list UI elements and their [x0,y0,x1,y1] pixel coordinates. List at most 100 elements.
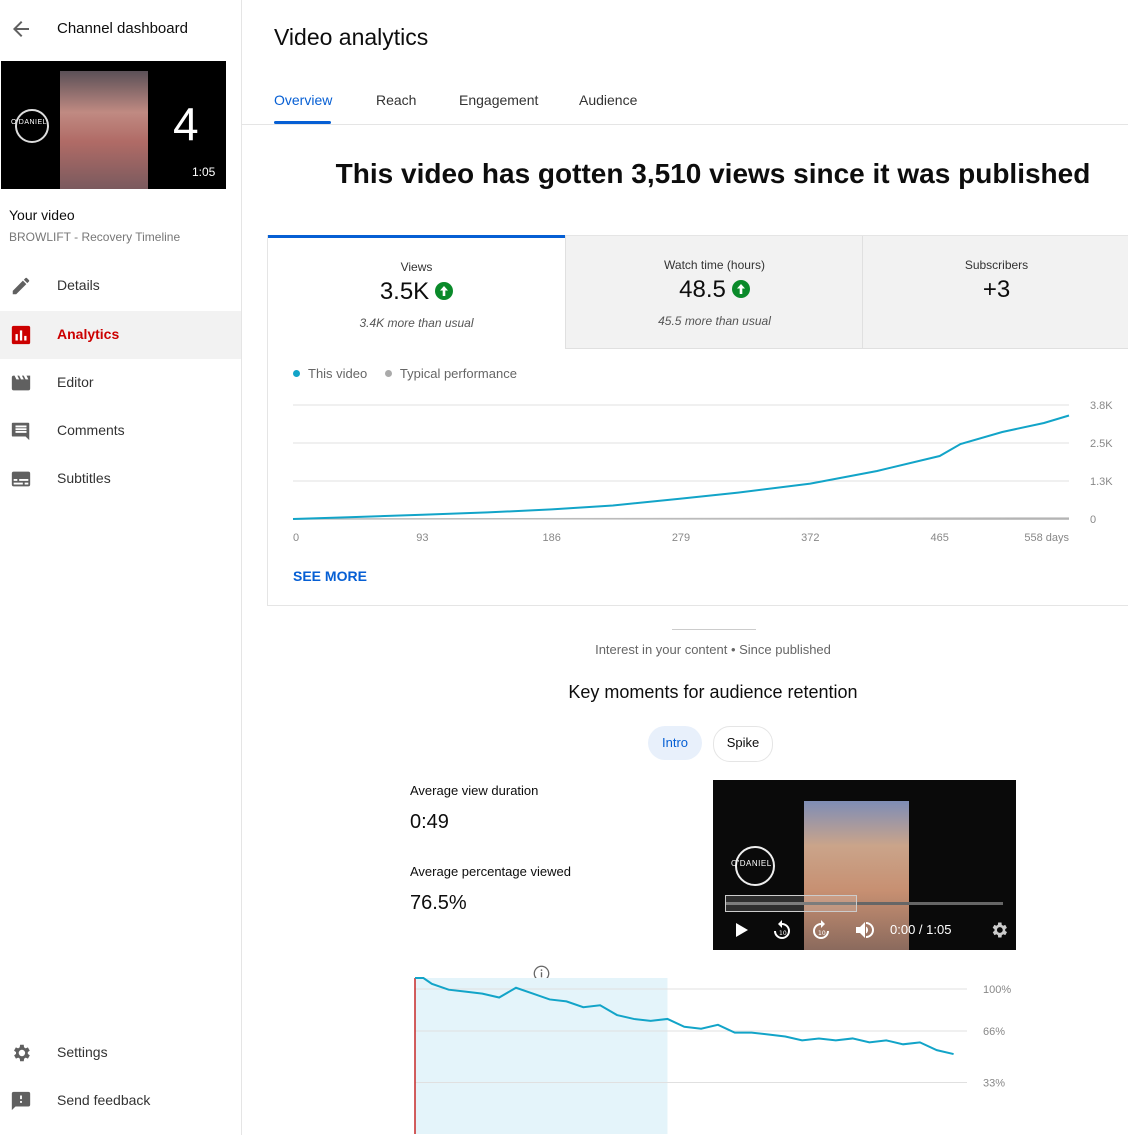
sidebar-item-comments[interactable]: Comments [0,407,241,455]
film-icon [11,375,31,391]
trend-up-icon [435,281,454,300]
metric-label: Subscribers [964,258,1029,272]
metric-subscribers[interactable]: Subscribers +3 [862,236,1128,349]
metric-value-text: 48.5 [679,276,726,303]
sidebar-item-label: Analytics [57,326,120,342]
views-chart: 3.8K 2.5K 1.3K 0 0 93 186 279 372 465 558 days [292,400,1113,544]
sidebar-item-analytics[interactable]: Analytics [0,311,241,359]
avg-view-duration-value: 0:49 [410,811,449,833]
series-line-typical [292,517,1070,520]
your-video-label: Your video [9,207,75,223]
metric-label: Views [400,260,433,274]
brand-logo-icon [15,109,49,143]
avg-percentage-label: Average percentage viewed [410,864,571,879]
chart-legend: This video Typical performance [293,366,531,381]
x-tick-label: 372 [801,532,819,544]
y-tick-label: 1.3K [1090,476,1113,488]
player-time: 0:00 / 1:05 [890,922,952,937]
thumbnail-duration: 1:05 [192,165,216,179]
thumbnail-logo-text: O'DANIEL [11,119,48,126]
y-tick-label: 0 [1090,514,1096,526]
overview-metrics-card: Views 3.5K 3.4K more than usual Watch ti… [267,235,1128,606]
sidebar-item-details[interactable]: Details [0,262,241,310]
analytics-icon [11,325,31,345]
legend-typical[interactable]: Typical performance [384,366,517,381]
legend-this-video[interactable]: This video [293,366,367,381]
player-logo-text: O'DANIEL [731,859,772,868]
legend-label: Typical performance [399,366,517,381]
rewind-10-icon[interactable]: 10 [771,919,793,941]
avg-view-duration-label: Average view duration [410,783,539,798]
play-icon[interactable] [733,919,751,941]
sidebar-item-settings[interactable]: Settings [0,1029,241,1077]
x-tick-label: 186 [542,532,560,544]
x-tick-label: 93 [416,532,428,544]
chip-spike[interactable]: Spike [713,726,773,762]
x-tick-label: 558 days [1024,532,1069,544]
sidebar-item-label: Editor [57,374,94,390]
video-name: BROWLIFT - Recovery Timeline [9,230,181,244]
tab-engagement[interactable]: Engagement [459,92,539,108]
tab-reach[interactable]: Reach [376,92,417,108]
tab-overview[interactable]: Overview [274,92,333,108]
metric-value: 3.5K [268,278,565,306]
sidebar-item-label: Subtitles [57,470,111,486]
retention-line [415,977,954,1056]
intro-highlight [415,978,668,1134]
metric-label: Watch time (hours) [664,258,765,272]
channel-dashboard-title[interactable]: Channel dashboard [57,20,188,37]
comment-icon [11,422,30,441]
thumbnail-overlay-number: 4 [173,98,199,150]
metric-value: +3 [982,276,1011,303]
x-tick-label: 465 [930,532,948,544]
y-tick-label: 66% [983,1026,1005,1038]
see-more-link[interactable]: SEE MORE [293,568,367,584]
y-tick-label: 33% [983,1078,1005,1090]
analytics-tabs: Overview Reach Engagement Audience [242,78,1128,125]
sidebar-item-subtitles[interactable]: Subtitles [0,455,241,503]
main-content: Video analytics Overview Reach Engagemen… [242,0,1128,1145]
back-arrow-icon[interactable] [9,17,33,41]
svg-text:10: 10 [779,930,787,937]
player-settings-icon[interactable] [989,919,1009,941]
thumbnail-photo [60,71,148,189]
video-player[interactable]: O'DANIEL 10 10 0:00 / 1:05 [713,780,1016,950]
y-tick-label: 3.8K [1090,400,1113,412]
metric-comparison: 45.5 more than usual [658,314,771,328]
svg-text:10: 10 [818,930,826,937]
legend-dot [293,370,300,378]
progress-bar[interactable] [725,902,1003,905]
metric-watch-time[interactable]: Watch time (hours) 48.5 45.5 more than u… [565,236,863,349]
metric-views[interactable]: Views 3.5K 3.4K more than usual [268,235,565,350]
sidebar-item-label: Send feedback [57,1092,151,1108]
metric-value: 48.5 [566,276,863,304]
sidebar-item-label: Settings [57,1044,108,1060]
retention-chart: 100% 66% 33% [414,977,1011,1134]
legend-label: This video [308,366,368,381]
feedback-icon [11,1091,31,1111]
sidebar-item-label: Details [57,277,100,293]
page-title: Video analytics [274,24,429,50]
sidebar-topbar: Channel dashboard [0,0,241,58]
video-thumbnail[interactable]: O'DANIEL 4 1:05 [1,61,226,189]
section-divider [672,629,756,630]
x-tick-label: 279 [672,532,690,544]
y-tick-label: 2.5K [1090,438,1113,450]
chip-intro[interactable]: Intro [648,726,702,760]
views-headline: This video has gotten 3,510 views since … [335,158,1091,189]
pencil-icon [12,277,30,295]
volume-icon[interactable] [853,919,875,941]
forward-10-icon[interactable]: 10 [810,919,832,941]
key-moments-title: Key moments for audience retention [568,682,858,702]
trend-up-icon [731,279,750,298]
key-moment-range [725,895,857,912]
metric-comparison: 3.4K more than usual [359,316,474,330]
interest-label: Interest in your content • Since publish… [595,642,831,657]
tab-audience[interactable]: Audience [579,92,638,108]
sidebar-item-editor[interactable]: Editor [0,359,241,407]
sidebar-item-send-feedback[interactable]: Send feedback [0,1077,241,1125]
y-tick-label: 100% [983,984,1011,996]
subtitles-icon [11,471,31,487]
brand-logo-icon [735,846,775,886]
sidebar-item-label: Comments [57,422,125,438]
